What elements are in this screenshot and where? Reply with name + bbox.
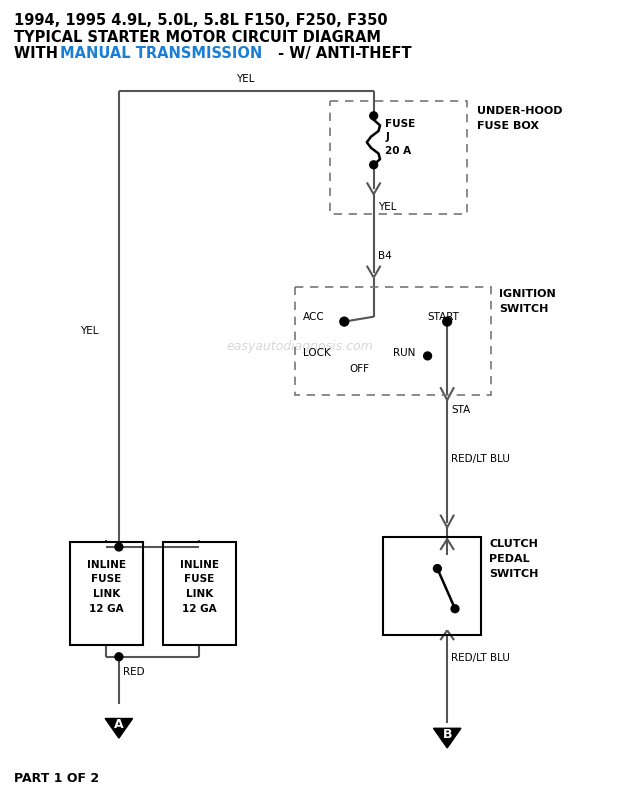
Text: PEDAL: PEDAL	[489, 554, 530, 564]
Text: RUN: RUN	[393, 348, 416, 358]
Text: B4: B4	[378, 251, 391, 261]
Text: RED: RED	[123, 666, 145, 677]
Text: IGNITION: IGNITION	[499, 290, 556, 299]
Polygon shape	[433, 728, 461, 748]
Text: J: J	[386, 133, 389, 142]
Text: B: B	[442, 728, 452, 741]
Circle shape	[115, 653, 123, 661]
Circle shape	[370, 161, 378, 169]
Text: FUSE: FUSE	[184, 574, 214, 585]
Circle shape	[424, 352, 431, 360]
Text: PART 1 OF 2: PART 1 OF 2	[14, 773, 99, 786]
Bar	[70, 542, 143, 645]
Circle shape	[433, 565, 441, 573]
Text: FUSE: FUSE	[91, 574, 121, 585]
Bar	[384, 538, 481, 635]
Circle shape	[115, 543, 123, 551]
Polygon shape	[105, 718, 133, 738]
Text: CLUTCH: CLUTCH	[489, 539, 538, 549]
Bar	[329, 101, 467, 214]
Text: START: START	[428, 312, 459, 322]
Text: - W/ ANTI-THEFT: - W/ ANTI-THEFT	[273, 46, 412, 62]
Text: 20 A: 20 A	[386, 146, 412, 156]
Text: LOCK: LOCK	[303, 348, 331, 358]
Text: FUSE BOX: FUSE BOX	[476, 121, 538, 130]
Text: SWITCH: SWITCH	[489, 569, 539, 578]
Circle shape	[442, 317, 452, 326]
Text: INLINE: INLINE	[180, 560, 219, 570]
Bar	[295, 287, 491, 395]
Text: ACC: ACC	[303, 312, 325, 322]
Circle shape	[451, 605, 459, 613]
Circle shape	[370, 112, 378, 120]
Circle shape	[340, 317, 349, 326]
Text: WITH: WITH	[14, 46, 63, 62]
Text: OFF: OFF	[349, 364, 369, 374]
Bar	[163, 542, 237, 645]
Text: easyautodiagnosis.com: easyautodiagnosis.com	[227, 339, 373, 353]
Text: FUSE: FUSE	[386, 118, 416, 129]
Text: 12 GA: 12 GA	[89, 604, 124, 614]
Text: YEL: YEL	[378, 202, 396, 212]
Text: LINK: LINK	[185, 589, 213, 599]
Text: STA: STA	[451, 405, 470, 415]
Text: MANUAL TRANSMISSION: MANUAL TRANSMISSION	[60, 46, 262, 62]
Text: SWITCH: SWITCH	[499, 304, 549, 314]
Text: RED/LT BLU: RED/LT BLU	[451, 454, 510, 464]
Text: YEL: YEL	[236, 74, 255, 85]
Text: UNDER-HOOD: UNDER-HOOD	[476, 106, 562, 116]
Text: INLINE: INLINE	[87, 560, 125, 570]
Text: A: A	[114, 718, 124, 731]
Text: LINK: LINK	[93, 589, 120, 599]
Text: RED/LT BLU: RED/LT BLU	[451, 653, 510, 663]
Text: YEL: YEL	[80, 326, 99, 336]
Text: 12 GA: 12 GA	[182, 604, 216, 614]
Text: 1994, 1995 4.9L, 5.0L, 5.8L F150, F250, F350: 1994, 1995 4.9L, 5.0L, 5.8L F150, F250, …	[14, 13, 387, 28]
Text: TYPICAL STARTER MOTOR CIRCUIT DIAGRAM: TYPICAL STARTER MOTOR CIRCUIT DIAGRAM	[14, 30, 381, 45]
